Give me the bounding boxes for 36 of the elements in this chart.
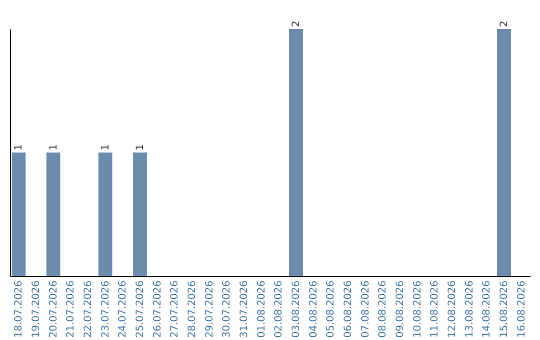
x-tick-label: 12.08.2026 — [447, 280, 458, 338]
data-label: 1 — [100, 144, 112, 150]
data-label: 1 — [135, 144, 146, 150]
x-tick-label: 20.07.2026 — [48, 280, 60, 338]
x-tick-label: 19.07.2026 — [31, 280, 42, 338]
data-label: 2 — [499, 20, 510, 27]
x-tick-label: 24.07.2026 — [118, 280, 129, 338]
data-label: 2 — [291, 20, 302, 27]
x-tick-label: 28.07.2026 — [187, 280, 198, 338]
x-tick-label: 16.08.2026 — [516, 280, 528, 338]
x-tick-label: 30.07.2026 — [222, 280, 233, 338]
x-tick-label: 08.08.2026 — [378, 280, 389, 338]
data-label: 1 — [14, 144, 25, 150]
x-tick-label: 31.07.2026 — [239, 280, 250, 338]
x-tick-label: 01.08.2026 — [256, 280, 268, 338]
x-tick-label: 27.07.2026 — [170, 280, 181, 338]
x-tick-label: 26.07.2026 — [152, 280, 164, 338]
x-tick-label: 04.08.2026 — [308, 280, 320, 338]
x-tick-label: 15.08.2026 — [499, 280, 510, 338]
x-tick-label: 07.08.2026 — [360, 280, 372, 338]
x-tick-label: 05.08.2026 — [326, 280, 337, 338]
data-label: 1 — [48, 144, 60, 150]
x-tick-label: 18.07.2026 — [14, 280, 25, 338]
x-tick-label: 06.08.2026 — [343, 280, 354, 338]
x-tick-label: 22.07.2026 — [83, 280, 94, 338]
x-tick-label: 09.08.2026 — [395, 280, 406, 338]
x-tick-label: 21.07.2026 — [66, 280, 77, 338]
x-tick-label: 10.08.2026 — [412, 280, 424, 338]
x-tick-label: 14.08.2026 — [482, 280, 493, 338]
x-tick-label: 25.07.2026 — [135, 280, 146, 338]
x-tick-label: 23.07.2026 — [100, 280, 112, 338]
x-tick-label: 13.08.2026 — [464, 280, 476, 338]
x-tick-label: 11.08.2026 — [430, 280, 441, 338]
x-tick-label: 03.08.2026 — [291, 280, 302, 338]
x-tick-label: 02.08.2026 — [274, 280, 285, 338]
x-tick-label: 29.07.2026 — [204, 280, 216, 338]
